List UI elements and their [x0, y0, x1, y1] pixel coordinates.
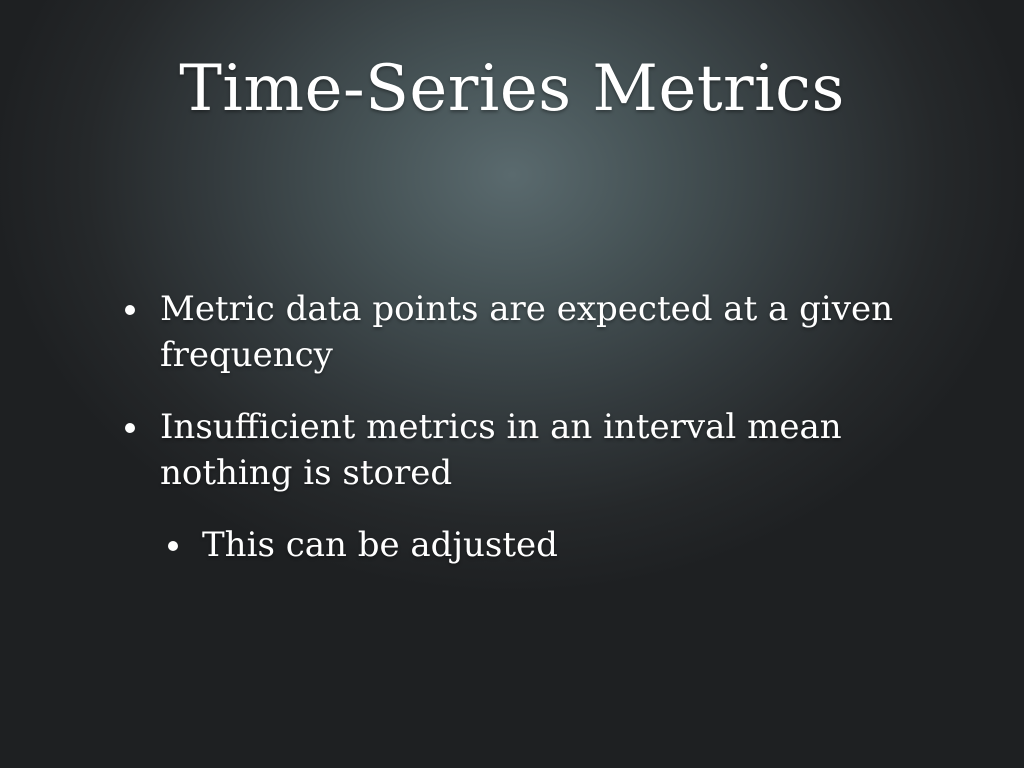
bullet-dot-icon — [168, 541, 178, 551]
bullet-text: Metric data points are expected at a giv… — [160, 289, 893, 375]
slide-title: Time-Series Metrics — [179, 52, 845, 126]
bullet-dot-icon — [125, 423, 135, 433]
bullet-text: This can be adjusted — [202, 525, 558, 565]
bullet-text: Insufficient metrics in an interval mean… — [160, 407, 842, 493]
bullet-dot-icon — [125, 305, 135, 315]
bullet-item: Insufficient metrics in an interval mean… — [125, 404, 900, 496]
bullet-item: Metric data points are expected at a giv… — [125, 286, 900, 378]
bullet-list: Metric data points are expected at a giv… — [0, 286, 1024, 568]
sub-bullet-item: This can be adjusted — [168, 522, 902, 568]
